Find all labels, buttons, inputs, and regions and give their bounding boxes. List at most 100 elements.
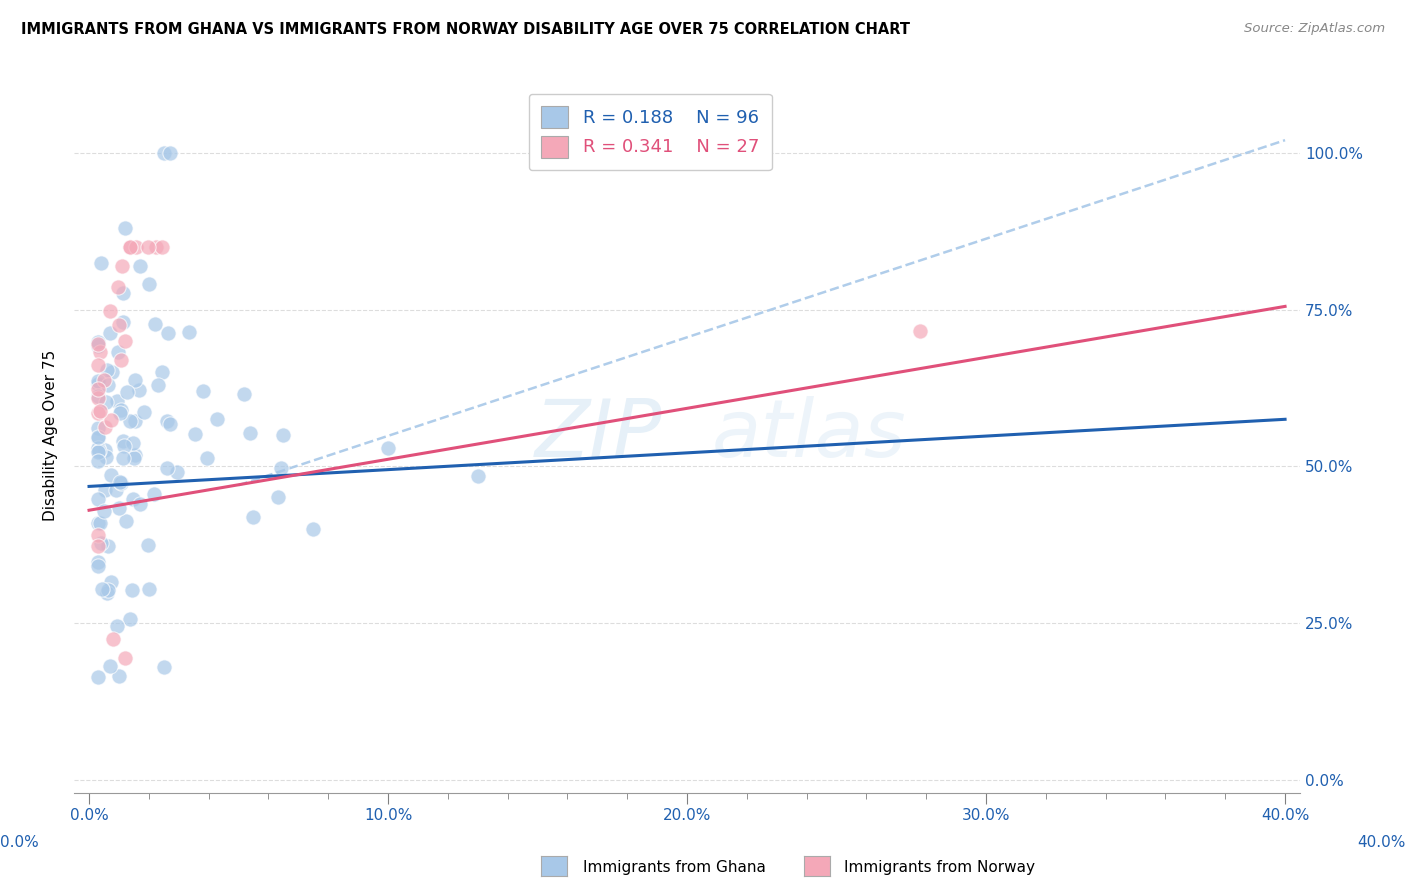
- Point: [87, 338, 110, 352]
- Point: [146, 378, 169, 392]
- Point: [125, 240, 148, 254]
- Point: [108, 318, 131, 333]
- Point: [115, 384, 138, 399]
- Point: [136, 240, 159, 254]
- Point: [112, 315, 135, 329]
- Point: [87, 454, 110, 468]
- Point: [107, 280, 129, 294]
- Point: [152, 660, 174, 674]
- Point: [273, 428, 295, 442]
- Point: [87, 492, 110, 507]
- Point: [96, 450, 118, 464]
- Point: [94, 394, 117, 409]
- Point: [142, 487, 165, 501]
- Point: [120, 240, 142, 254]
- Point: [121, 492, 143, 507]
- Point: [87, 336, 110, 351]
- Point: [159, 145, 181, 160]
- Point: [105, 619, 128, 633]
- Point: [93, 442, 115, 457]
- Point: [87, 358, 110, 372]
- Text: 40.0%: 40.0%: [1358, 836, 1406, 850]
- Point: [90, 536, 112, 550]
- Point: [87, 335, 110, 350]
- Point: [467, 468, 489, 483]
- Text: 0.0%: 0.0%: [0, 836, 39, 850]
- Point: [87, 376, 110, 391]
- Point: [108, 406, 131, 420]
- Point: [98, 326, 121, 340]
- Point: [87, 420, 110, 434]
- Point: [128, 259, 150, 273]
- Point: [100, 413, 122, 427]
- Point: [98, 304, 121, 318]
- Point: [143, 317, 166, 331]
- Text: Source: ZipAtlas.com: Source: ZipAtlas.com: [1244, 22, 1385, 36]
- Point: [150, 240, 173, 254]
- Point: [97, 539, 120, 553]
- Point: [87, 441, 110, 455]
- Point: [159, 417, 181, 431]
- Point: [90, 256, 112, 270]
- Point: [112, 434, 135, 448]
- Y-axis label: Disability Age Over 75: Disability Age Over 75: [44, 350, 58, 521]
- Point: [87, 516, 110, 530]
- Point: [110, 475, 132, 489]
- Point: [302, 522, 325, 536]
- Point: [267, 490, 290, 504]
- Point: [89, 444, 111, 458]
- Point: [122, 435, 145, 450]
- Point: [105, 483, 128, 497]
- Point: [107, 393, 129, 408]
- Point: [134, 405, 156, 419]
- Point: [124, 373, 146, 387]
- Point: [156, 414, 179, 428]
- Point: [112, 439, 135, 453]
- Point: [93, 504, 115, 518]
- Point: [110, 403, 132, 417]
- Text: atlas: atlas: [711, 396, 907, 474]
- Point: [114, 334, 136, 348]
- Point: [108, 500, 131, 515]
- Point: [98, 658, 121, 673]
- Legend: R = 0.188    N = 96, R = 0.341    N = 27: R = 0.188 N = 96, R = 0.341 N = 27: [529, 94, 772, 170]
- Point: [205, 412, 228, 426]
- Point: [114, 221, 136, 235]
- Point: [100, 365, 122, 379]
- Text: Immigrants from Norway: Immigrants from Norway: [844, 860, 1035, 874]
- Text: Immigrants from Ghana: Immigrants from Ghana: [583, 860, 766, 874]
- Point: [107, 344, 129, 359]
- Point: [183, 427, 205, 442]
- Point: [96, 586, 118, 600]
- Point: [96, 363, 118, 377]
- Point: [114, 650, 136, 665]
- Point: [270, 461, 292, 475]
- Point: [87, 374, 110, 388]
- Point: [118, 240, 141, 254]
- Point: [115, 514, 138, 528]
- Point: [93, 374, 115, 388]
- Point: [110, 475, 132, 490]
- Point: [87, 670, 110, 684]
- Point: [124, 448, 146, 462]
- Point: [138, 277, 160, 292]
- Point: [97, 378, 120, 392]
- Point: [90, 582, 112, 596]
- Point: [87, 430, 110, 444]
- Point: [87, 539, 110, 553]
- Point: [121, 583, 143, 598]
- Point: [239, 426, 262, 441]
- Point: [87, 392, 110, 406]
- Point: [191, 384, 214, 398]
- Point: [93, 420, 115, 434]
- Point: [138, 582, 160, 596]
- Point: [128, 384, 150, 398]
- Point: [89, 344, 111, 359]
- Point: [111, 260, 134, 274]
- Point: [87, 444, 110, 458]
- Point: [87, 389, 110, 403]
- Point: [87, 528, 110, 542]
- Point: [89, 404, 111, 418]
- Point: [242, 509, 264, 524]
- Point: [101, 632, 124, 646]
